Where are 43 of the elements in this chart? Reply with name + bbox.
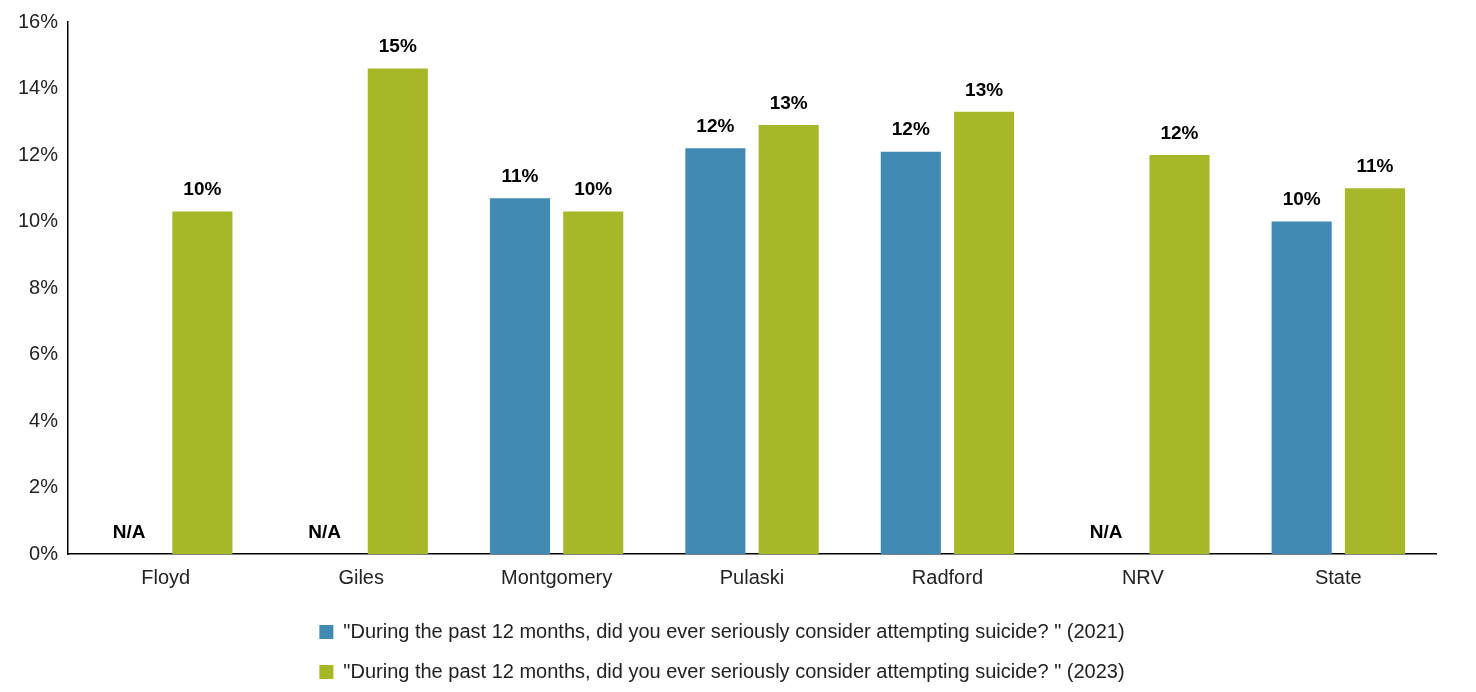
bar bbox=[172, 211, 233, 554]
y-tick-label: 8% bbox=[29, 275, 59, 298]
y-tick-label: 4% bbox=[29, 408, 59, 431]
legend-label: "During the past 12 months, did you ever seriously consider attempting suicide? " (2023) bbox=[343, 659, 1125, 682]
y-tick-label: 2% bbox=[29, 475, 59, 498]
x-tick-label: State bbox=[1314, 565, 1362, 588]
bar bbox=[367, 68, 428, 554]
x-tick-label: Floyd bbox=[141, 565, 191, 588]
x-tick-label: Montgomery bbox=[501, 565, 613, 588]
data-label: 11% bbox=[1356, 154, 1394, 176]
y-tick-label: 16% bbox=[18, 9, 59, 32]
bar bbox=[489, 198, 550, 554]
text: N/A bbox=[1089, 520, 1123, 542]
data-label: 12% bbox=[696, 115, 735, 137]
text: N/A bbox=[308, 520, 341, 542]
data-label: 11% bbox=[501, 164, 539, 186]
data-label: 10% bbox=[574, 178, 613, 200]
y-tick-label: 12% bbox=[18, 142, 59, 165]
x-tick-label: Radford bbox=[911, 565, 984, 588]
bar bbox=[758, 125, 819, 554]
x-tick-label: Giles bbox=[338, 565, 384, 588]
bar bbox=[563, 211, 624, 554]
text: N/A bbox=[112, 520, 146, 542]
bar bbox=[1271, 221, 1332, 554]
y-tick-label: 0% bbox=[29, 541, 59, 564]
y-tick-label: 14% bbox=[18, 76, 59, 99]
bar bbox=[1344, 188, 1405, 554]
data-label: 13% bbox=[965, 78, 1004, 100]
x-tick-label: NRV bbox=[1121, 565, 1165, 588]
data-label: 12% bbox=[891, 118, 930, 140]
bar bbox=[880, 151, 941, 554]
data-label: 10% bbox=[1282, 188, 1321, 210]
data-label: 13% bbox=[769, 91, 808, 113]
bar bbox=[954, 111, 1015, 554]
data-label: 15% bbox=[378, 35, 417, 57]
data-label: 10% bbox=[183, 178, 222, 200]
x-tick-label: Pulaski bbox=[719, 565, 785, 588]
legend-label: "During the past 12 months, did you ever seriously consider attempting suicide? " (2021) bbox=[343, 619, 1125, 642]
bar bbox=[685, 148, 746, 554]
y-tick-label: 10% bbox=[18, 209, 59, 232]
data-label: 12% bbox=[1160, 121, 1199, 143]
bar bbox=[1149, 155, 1210, 554]
y-tick-label: 6% bbox=[29, 342, 59, 365]
